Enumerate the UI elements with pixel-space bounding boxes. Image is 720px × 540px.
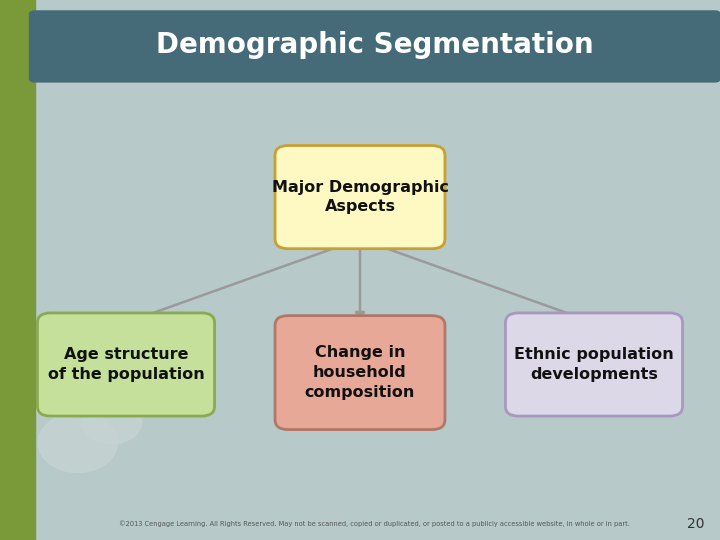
Text: ©2013 Cengage Learning. All Rights Reserved. May not be scanned, copied or dupli: ©2013 Cengage Learning. All Rights Reser… — [119, 521, 630, 527]
FancyBboxPatch shape — [29, 10, 720, 83]
Text: Major Demographic
Aspects: Major Demographic Aspects — [271, 180, 449, 214]
Circle shape — [38, 413, 117, 472]
FancyBboxPatch shape — [275, 315, 445, 430]
Text: Demographic Segmentation: Demographic Segmentation — [156, 31, 593, 59]
FancyBboxPatch shape — [275, 146, 445, 248]
Text: Age structure
of the population: Age structure of the population — [48, 347, 204, 382]
Text: Change in
household
composition: Change in household composition — [305, 345, 415, 400]
Circle shape — [9, 338, 117, 418]
Circle shape — [81, 399, 142, 444]
Bar — [0, 0, 35, 540]
Text: 20: 20 — [687, 517, 704, 531]
FancyBboxPatch shape — [505, 313, 683, 416]
FancyBboxPatch shape — [37, 313, 215, 416]
Text: Ethnic population
developments: Ethnic population developments — [514, 347, 674, 382]
